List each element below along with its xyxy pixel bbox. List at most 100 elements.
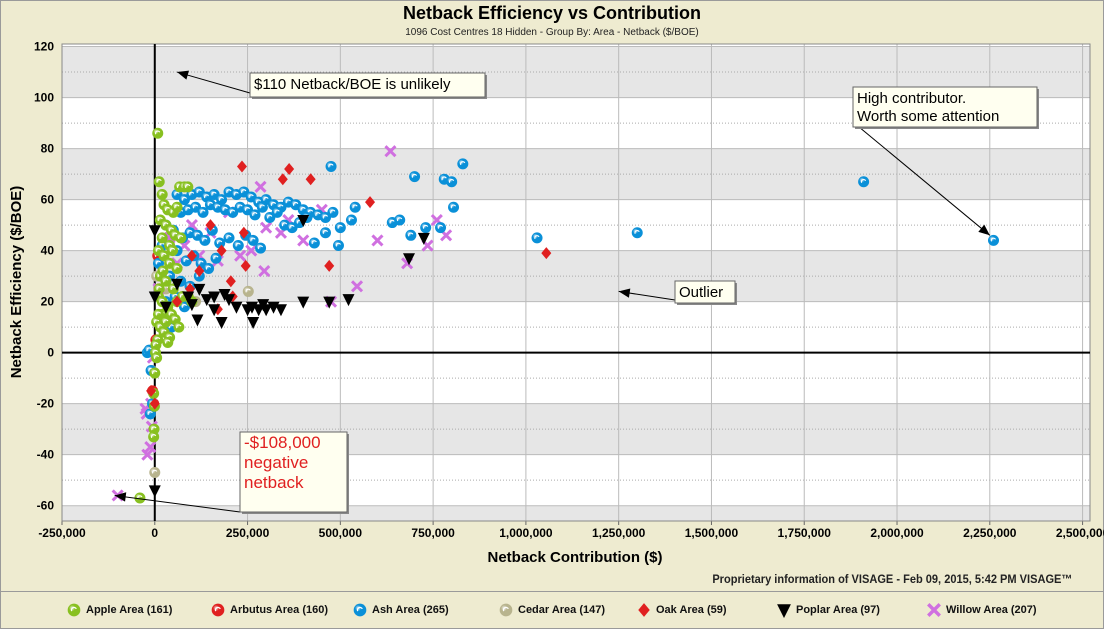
y-tick-label: 100 — [34, 91, 54, 105]
annotation-text: Outlier — [679, 284, 723, 301]
data-point — [236, 160, 247, 173]
annotation-arrow-line — [852, 121, 991, 236]
data-point — [149, 467, 161, 479]
y-tick-label: 20 — [41, 295, 55, 309]
legend-item[interactable]: Apple Area (161) — [66, 602, 172, 618]
x-tick-label: 1,250,000 — [592, 526, 646, 540]
legend-item[interactable]: Ash Area (265) — [352, 602, 449, 618]
annotation-arrow-line — [176, 71, 251, 94]
annotation-text: -$108,000 — [244, 433, 321, 452]
data-point — [324, 259, 335, 272]
annotation-box — [239, 431, 348, 513]
data-point — [238, 226, 249, 239]
annotation-box — [249, 72, 486, 98]
annotation-arrow-line — [114, 494, 241, 513]
y-tick-label: 40 — [41, 244, 55, 258]
data-point — [242, 285, 254, 297]
annotation: Outlier — [618, 280, 737, 305]
data-point — [141, 448, 154, 461]
data-point — [234, 249, 247, 262]
y-tick-label: -60 — [37, 499, 55, 513]
data-point — [349, 201, 361, 213]
legend-item[interactable]: Oak Area (59) — [636, 602, 727, 618]
data-point — [149, 367, 161, 379]
y-tick-label: 120 — [34, 40, 54, 54]
data-point — [151, 352, 163, 364]
y-tick-label: 80 — [41, 142, 55, 156]
data-point — [171, 201, 183, 213]
data-point — [541, 247, 552, 260]
legend-label: Poplar Area (97) — [796, 604, 880, 616]
data-point — [193, 283, 206, 296]
x-tick-label: 250,000 — [226, 526, 270, 540]
legend-marker — [499, 603, 513, 617]
data-point — [185, 299, 198, 312]
data-point — [417, 232, 430, 245]
data-point — [205, 219, 216, 232]
y-axis-label: Netback Efficiency ($/BOE) — [8, 186, 25, 379]
data-point — [325, 160, 337, 172]
data-point — [146, 384, 157, 397]
data-point — [384, 145, 397, 158]
data-point — [327, 206, 339, 218]
legend-label: Oak Area (59) — [656, 604, 727, 616]
annotation-text: netback — [244, 473, 304, 492]
data-point — [260, 221, 273, 234]
data-point — [197, 206, 209, 218]
data-point — [157, 265, 169, 277]
data-point — [191, 314, 204, 327]
data-point — [297, 296, 310, 309]
legend-item[interactable]: Poplar Area (97) — [776, 602, 880, 618]
data-point — [152, 308, 164, 320]
data-point — [284, 162, 295, 175]
y-tick-label: -40 — [37, 448, 55, 462]
data-point — [394, 214, 406, 226]
circle-marker-icon — [211, 603, 225, 617]
data-point — [247, 234, 259, 246]
data-point — [258, 264, 271, 278]
data-point — [365, 196, 376, 209]
legend-item[interactable]: Willow Area (207) — [926, 602, 1037, 618]
data-point — [988, 234, 1000, 246]
data-point — [342, 294, 355, 307]
data-point — [402, 253, 415, 266]
data-point — [271, 206, 283, 218]
data-point — [144, 440, 157, 454]
x-tick-label: 2,000,000 — [870, 526, 924, 540]
data-point — [225, 275, 236, 288]
data-point — [160, 316, 172, 328]
data-point — [210, 252, 222, 264]
data-point — [171, 262, 183, 274]
data-point — [448, 201, 460, 213]
data-point — [230, 301, 243, 314]
data-point — [194, 265, 205, 278]
y-tick-label: -20 — [37, 397, 55, 411]
data-point — [153, 176, 165, 188]
data-point — [350, 280, 364, 293]
arrowhead-icon — [114, 492, 127, 502]
data-point — [203, 262, 215, 274]
y-tick-label: 0 — [47, 346, 54, 360]
data-point — [247, 317, 260, 330]
data-point — [199, 234, 211, 246]
x-tick-label: 750,000 — [411, 526, 455, 540]
legend-item[interactable]: Arbutus Area (160) — [210, 602, 328, 618]
legend-item[interactable]: Cedar Area (147) — [498, 602, 605, 618]
series-poplar — [148, 215, 430, 498]
x-tick-label: 1,500,000 — [685, 526, 739, 540]
data-point — [160, 275, 172, 287]
data-point — [260, 304, 273, 317]
data-point — [171, 278, 184, 291]
data-point — [134, 492, 146, 504]
legend-marker — [927, 603, 941, 617]
data-point — [420, 222, 432, 234]
chart-subtitle: 1096 Cost Centres 18 Hidden - Group By: … — [405, 27, 699, 38]
data-point — [245, 244, 258, 257]
grid-band — [62, 505, 1090, 521]
data-point — [148, 431, 160, 443]
data-point — [255, 242, 267, 254]
diamond-marker-icon — [638, 603, 650, 617]
annotation: High contributor.Worth some attention — [852, 86, 1039, 236]
x-tick-label: 1,000,000 — [499, 526, 553, 540]
